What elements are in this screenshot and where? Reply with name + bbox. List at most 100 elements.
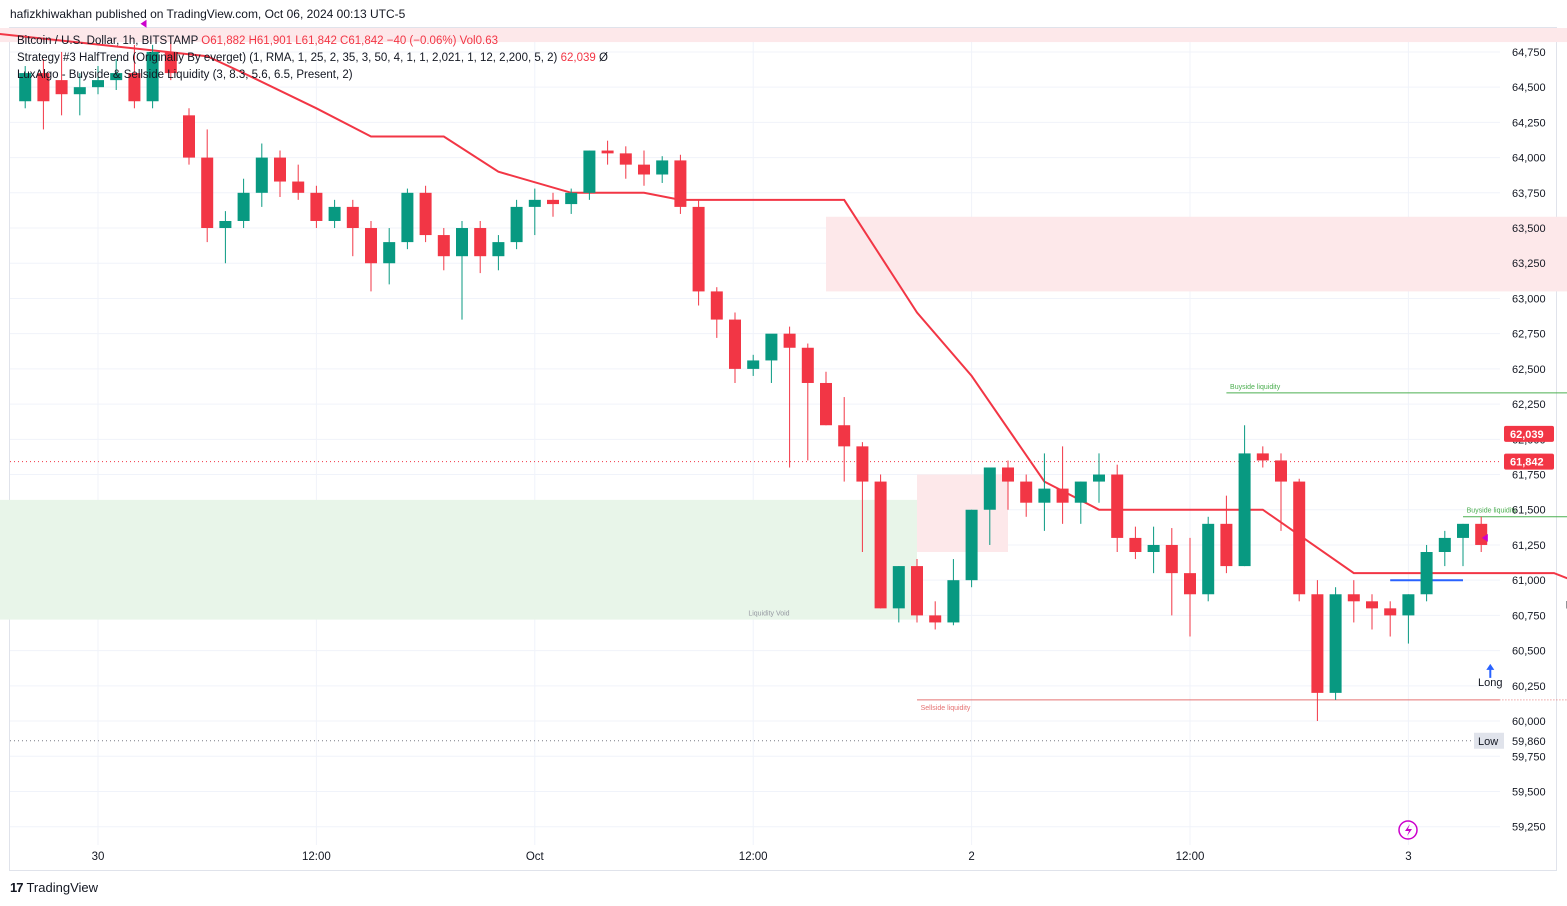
candle-body: [1475, 523, 1488, 545]
signal-marker-icon: [1481, 533, 1488, 542]
candle-body: [1256, 453, 1269, 461]
candle-body: [1038, 488, 1051, 503]
candle-body: [692, 206, 705, 292]
candle-body: [1111, 474, 1124, 538]
candle-body: [310, 192, 323, 221]
candle-body: [73, 87, 86, 95]
candle-body: [437, 235, 450, 257]
y-axis-tick-label: 59,750: [1512, 751, 1546, 763]
candle-body: [1074, 481, 1087, 503]
signal-marker-icon: [140, 19, 147, 28]
candle-body: [1202, 523, 1215, 595]
candle-body: [92, 80, 104, 88]
candle-body: [1438, 537, 1451, 553]
x-axis-tick-label: 30: [92, 851, 105, 863]
candle-body: [674, 160, 687, 207]
liquidity-label: Buyside liquidity: [1467, 508, 1518, 515]
halftrend-down-line: [0, 32, 1567, 580]
candle-body: [346, 206, 359, 229]
candle-body: [219, 220, 232, 229]
price-tag: [1504, 453, 1554, 470]
tradingview-footer[interactable]: 17 TradingView: [10, 880, 98, 895]
candle-body: [983, 467, 996, 510]
candle-body: [292, 181, 305, 193]
candle-body: [1347, 594, 1360, 602]
candle-body: [1238, 453, 1251, 567]
candle-body: [383, 242, 396, 264]
candle-body: [1275, 460, 1287, 482]
y-axis-tick-label: 60,500: [1512, 646, 1546, 658]
candle-body: [128, 73, 141, 102]
legend-luxalgo[interactable]: LuxAlgo - Buyside & Sellside Liquidity (…: [17, 69, 353, 81]
candle-body: [947, 580, 960, 623]
legend-volume: Vol0.63: [459, 35, 498, 47]
y-axis-tick-label: 61,500: [1512, 505, 1546, 517]
legend-luxalgo-row[interactable]: LuxAlgo - Buyside & Sellside Liquidity (…: [17, 69, 353, 81]
legend-symbol-row[interactable]: Bitcoin / U.S. Dollar, 1h, BITSTAMP O61,…: [17, 35, 498, 47]
candle-body: [1402, 594, 1415, 616]
candle-body: [110, 73, 123, 81]
candle-body: [146, 51, 159, 102]
candle-body: [1329, 594, 1342, 693]
candle-body: [201, 157, 214, 229]
lightning-icon-bolt: [1405, 824, 1412, 836]
candle-body: [1020, 481, 1033, 503]
y-axis-tick-label: 63,750: [1512, 188, 1546, 200]
candle-body: [1093, 474, 1105, 482]
y-axis-tick-label: 60,250: [1512, 681, 1546, 693]
y-axis-tick-label: 62,500: [1512, 364, 1546, 376]
candle-body: [1220, 523, 1233, 567]
candle-body: [456, 228, 468, 257]
liquidity-label: Buyside liquidity: [1230, 384, 1281, 391]
y-axis-tick-label: 64,000: [1512, 153, 1546, 165]
legend-strategy-value: 62,039: [560, 52, 596, 64]
candle-body: [710, 291, 723, 320]
candle-body: [1129, 537, 1142, 553]
candle-body: [55, 80, 68, 95]
candle-body: [237, 192, 250, 221]
legend-strategy-suffix: Ø: [598, 52, 608, 64]
candle-body: [765, 333, 778, 361]
legend-strategy-row[interactable]: Strategy #3 HalfTrend (Originally By eve…: [17, 52, 608, 64]
candle-body: [965, 509, 978, 581]
y-axis-tick-label: 64,250: [1512, 117, 1546, 129]
candle-body: [783, 333, 796, 348]
candle-body: [419, 192, 432, 236]
legend-strategy[interactable]: Strategy #3 HalfTrend (Originally By eve…: [17, 52, 558, 64]
y-axis-tick-label: 62,250: [1512, 399, 1546, 411]
candle-body: [1002, 467, 1014, 482]
candle-body: [856, 446, 869, 482]
y-axis-tick-label: 63,250: [1512, 258, 1546, 270]
candle-body: [37, 73, 50, 102]
candle-body: [365, 228, 377, 264]
liquidity-zone: [826, 216, 1567, 292]
low-tag: [1474, 732, 1504, 749]
y-axis-tick-label: 63,000: [1512, 293, 1546, 305]
candle-body: [619, 153, 632, 165]
candle-body: [510, 206, 523, 243]
candle-body: [565, 192, 578, 205]
candle-body: [1384, 608, 1397, 616]
y-axis-tick-label: 59,500: [1512, 786, 1546, 798]
low-tag-label: Low: [1478, 736, 1498, 748]
price-tag-label: 62,039: [1510, 429, 1544, 441]
candle-body: [820, 382, 832, 426]
liquidity-label: Sellside liquidity: [921, 705, 971, 712]
y-axis-tick-label: 63,500: [1512, 223, 1546, 235]
candle-body: [1420, 552, 1433, 595]
candle-body: [474, 228, 487, 257]
x-axis-tick-label: Oct: [526, 851, 545, 863]
chart-frame: [9, 27, 1557, 871]
candle-body: [164, 51, 177, 74]
liquidity-zone: [0, 28, 1567, 43]
candle-body: [656, 160, 669, 175]
y-axis-tick-label: 62,750: [1512, 329, 1546, 341]
candle-body: [1165, 544, 1178, 574]
legend-symbol[interactable]: Bitcoin / U.S. Dollar, 1h, BITSTAMP: [17, 35, 199, 47]
candle-body: [19, 73, 32, 102]
x-axis-tick-label: 12:00: [1176, 851, 1205, 863]
candle-body: [638, 164, 650, 175]
candle-body: [528, 199, 541, 207]
candle-body: [255, 157, 268, 193]
